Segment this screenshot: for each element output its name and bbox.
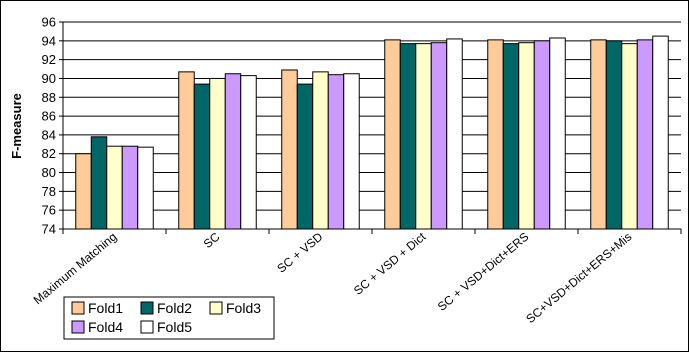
legend-label-fold4: Fold4 bbox=[88, 319, 123, 335]
y-tick-label: 92 bbox=[42, 52, 56, 67]
legend-swatch-fold3 bbox=[209, 301, 223, 315]
legend-swatch-fold2 bbox=[140, 301, 154, 315]
y-tick-label: 82 bbox=[42, 146, 56, 161]
bar-fold3 bbox=[518, 42, 535, 230]
y-tick-label: 90 bbox=[42, 71, 56, 86]
y-tick-label: 86 bbox=[42, 109, 56, 124]
y-tick-label: 88 bbox=[42, 90, 56, 105]
bar-fold3 bbox=[621, 43, 638, 230]
bar-fold4 bbox=[224, 73, 242, 230]
bar-fold3 bbox=[415, 43, 432, 230]
bar-fold2 bbox=[193, 83, 211, 230]
bar-fold5 bbox=[549, 37, 566, 230]
legend-label-fold1: Fold1 bbox=[88, 300, 123, 316]
bar-fold5 bbox=[343, 73, 360, 230]
bar-fold2 bbox=[90, 136, 108, 230]
bar-fold4 bbox=[430, 42, 448, 230]
bar-fold4 bbox=[327, 74, 345, 230]
bar-fold5 bbox=[240, 75, 257, 230]
legend: Fold1 Fold2 Fold3 Fold4 Fold5 bbox=[63, 296, 275, 340]
bar-fold1 bbox=[487, 39, 504, 230]
y-tick-label: 96 bbox=[42, 15, 56, 30]
y-tick-label: 94 bbox=[42, 33, 56, 48]
bar-fold5 bbox=[652, 35, 669, 230]
bar-fold1 bbox=[281, 69, 298, 230]
legend-box bbox=[63, 296, 275, 340]
legend-swatch-fold1 bbox=[71, 301, 85, 315]
bars bbox=[75, 35, 669, 230]
bar-fold5 bbox=[137, 146, 154, 230]
bar-fold1 bbox=[75, 153, 92, 230]
legend-label-fold5: Fold5 bbox=[157, 319, 192, 335]
bar-fold3 bbox=[312, 71, 329, 230]
bar-fold2 bbox=[296, 83, 314, 230]
bar-fold3 bbox=[209, 77, 226, 230]
bar-fold5 bbox=[446, 38, 463, 230]
bar-fold1 bbox=[178, 71, 195, 230]
bar-fold2 bbox=[502, 43, 520, 230]
bar-fold3 bbox=[106, 145, 123, 230]
y-axis-title: F-measure bbox=[9, 93, 24, 159]
bar-fold2 bbox=[605, 40, 623, 230]
y-tick-label: 84 bbox=[42, 127, 56, 142]
bar-fold4 bbox=[121, 145, 139, 230]
bar-fold1 bbox=[384, 39, 401, 230]
y-tick-label: 78 bbox=[42, 184, 56, 199]
legend-swatch-fold5 bbox=[140, 320, 154, 334]
gridlines bbox=[63, 21, 681, 211]
y-tick-label: 80 bbox=[42, 165, 56, 180]
bar-fold4 bbox=[533, 40, 551, 230]
bar-fold4 bbox=[636, 39, 654, 230]
bar-fold2 bbox=[399, 43, 417, 230]
y-tick-label: 76 bbox=[42, 203, 56, 218]
y-tick-label: 74 bbox=[42, 222, 56, 237]
legend-label-fold3: Fold3 bbox=[226, 300, 261, 316]
bar-fold1 bbox=[590, 39, 607, 230]
legend-label-fold2: Fold2 bbox=[157, 300, 192, 316]
legend-swatch-fold4 bbox=[71, 320, 85, 334]
